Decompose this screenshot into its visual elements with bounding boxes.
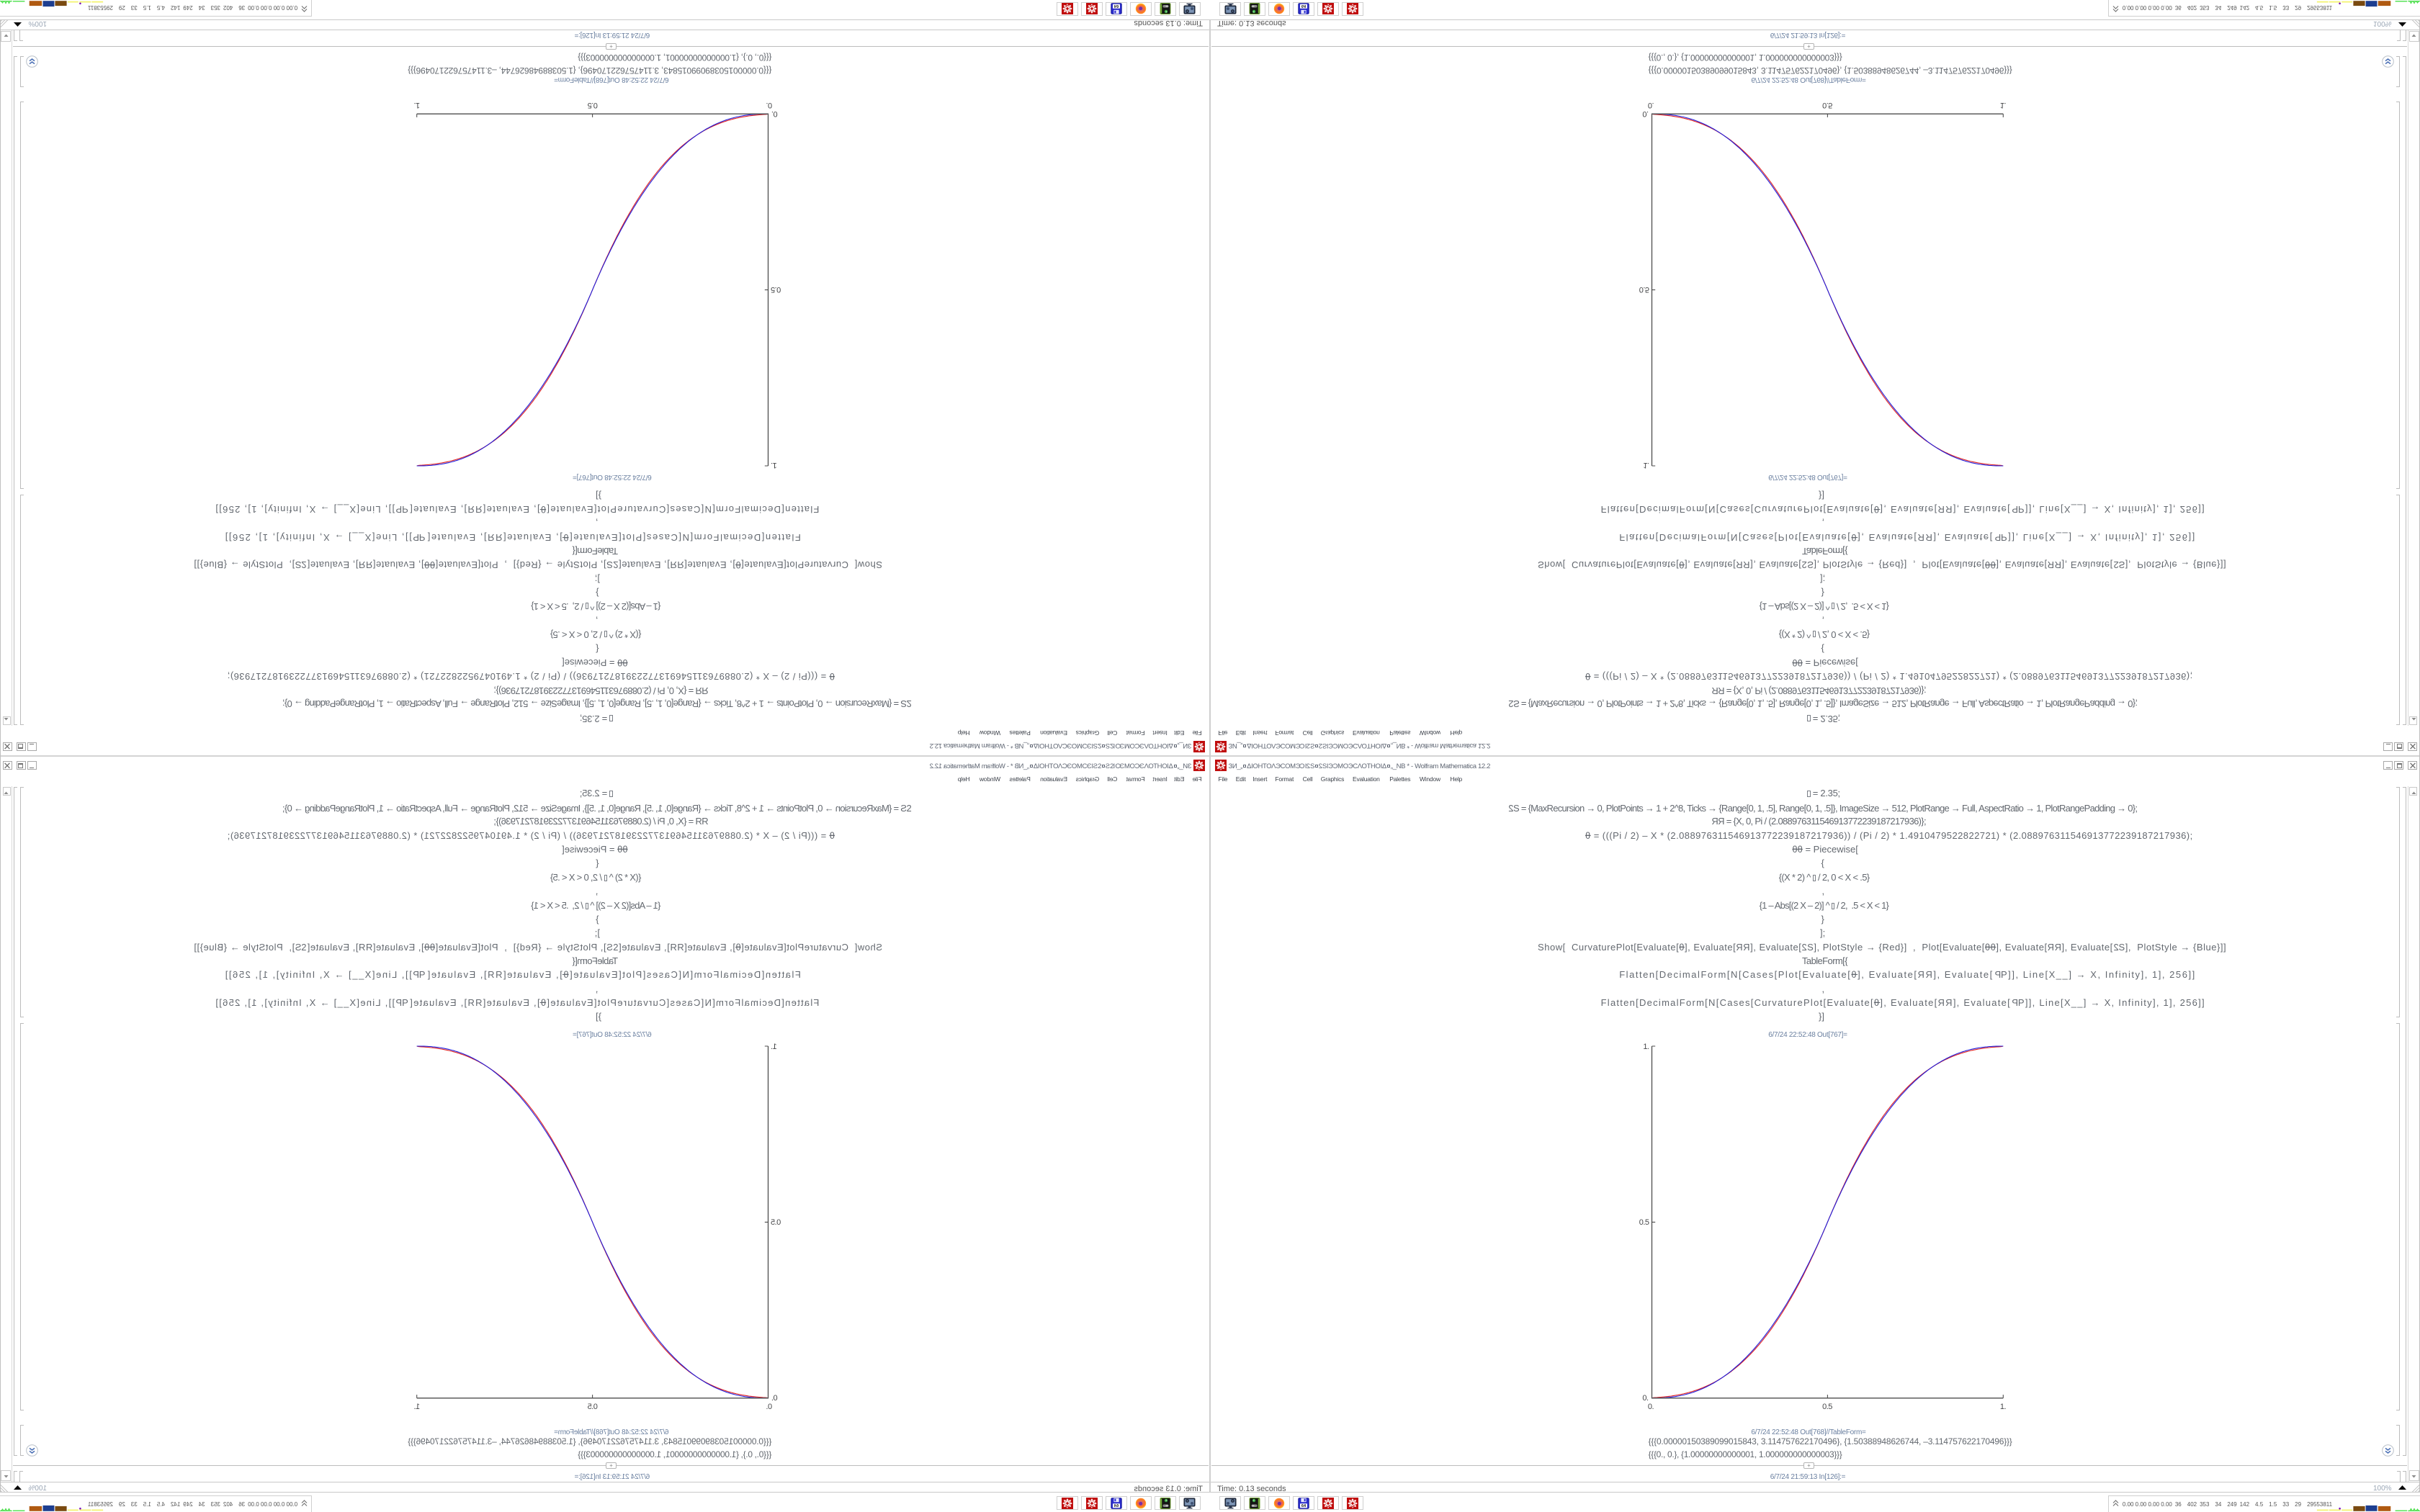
svg-text:64: 64 [1113,4,1119,8]
svg-text:64: 64 [1301,1504,1307,1508]
svg-text:64: 64 [1113,1504,1119,1508]
svg-text:64: 64 [1301,4,1307,8]
